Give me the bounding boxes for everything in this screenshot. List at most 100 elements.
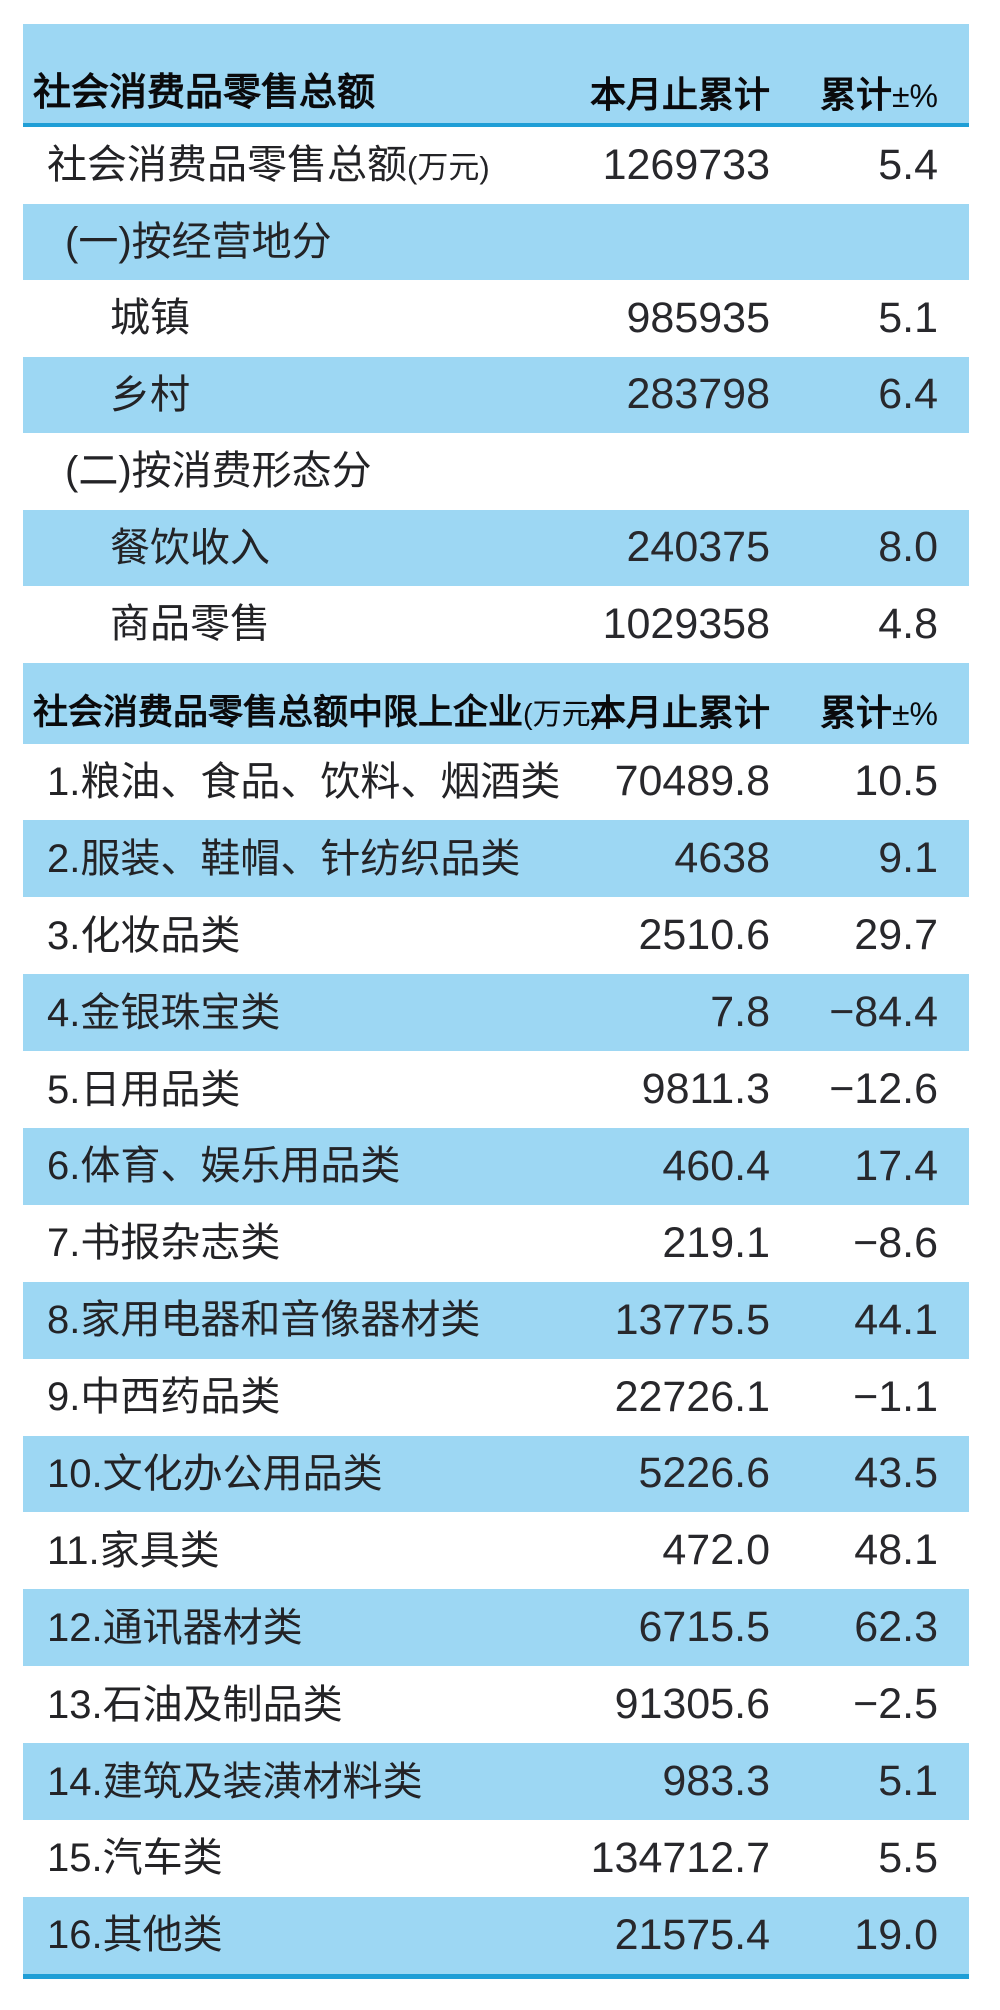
- row-label: 8.家用电器和音像器材类: [23, 1299, 550, 1341]
- row-pct-value: 4.8: [878, 599, 938, 648]
- row-pct-value: 5.1: [878, 1757, 938, 1806]
- row-pct-value: 29.7: [854, 911, 938, 960]
- row-label: 乡村: [23, 374, 550, 416]
- table-row: (二)按消费形态分: [23, 433, 969, 510]
- row-label-text: 12.通讯器材类: [47, 1605, 303, 1650]
- table2-header-row: 社会消费品零售总额中限上企业(万元) 本月止累计 累计±%: [23, 662, 969, 744]
- row-cumulative-value: 9811.3: [641, 1065, 770, 1113]
- row-cumulative-value: 240375: [626, 523, 771, 572]
- row-cumulative-value: 134712.7: [590, 1833, 770, 1882]
- row-pct-value: 48.1: [854, 1526, 938, 1575]
- table-row: 15.汽车类 134712.7 5.5: [23, 1819, 969, 1897]
- row-label-text: 13.石油及制品类: [47, 1682, 343, 1727]
- row-cumulative-value: 219.1: [662, 1218, 770, 1267]
- row-label: 3.化妆品类: [23, 915, 550, 957]
- table2-header-pct: 累计±%: [770, 691, 938, 733]
- row-label: 11.家具类: [23, 1530, 550, 1572]
- row-cumulative-value: 22726.1: [614, 1372, 770, 1421]
- row-label-text: 乡村: [110, 372, 190, 417]
- table1-body: 社会消费品零售总额(万元) 1269733 5.4 (一)按经营地分 城镇 985935 5…: [23, 127, 969, 663]
- row-cumulative-value: 13775.5: [614, 1295, 770, 1344]
- table1-header-pct-sign: ±%: [891, 78, 938, 115]
- row-label-text: 15.汽车类: [47, 1836, 223, 1881]
- row-cumulative-value: 5226.6: [638, 1449, 770, 1498]
- table2-header-title-text: 社会消费品零售总额中限上企业: [33, 692, 524, 732]
- table1-header-row: 社会消费品零售总额 本月止累计 累计±%: [23, 24, 969, 123]
- table-row: 3.化妆品类 2510.6 29.7: [23, 897, 969, 975]
- table-row: (一)按经营地分: [23, 203, 969, 280]
- row-label-text: 城镇: [110, 296, 190, 341]
- retail-sales-table: 社会消费品零售总额 本月止累计 累计±% 社会消费品零售总额(万元) 126973…: [23, 24, 969, 1979]
- row-label-text: 餐饮收入: [110, 525, 270, 570]
- row-label: 15.汽车类: [23, 1837, 550, 1879]
- table-row: 11.家具类 472.0 48.1: [23, 1512, 969, 1590]
- table-row: 10.文化办公用品类 5226.6 43.5: [23, 1435, 969, 1513]
- table1-header-pct: 累计±%: [770, 76, 938, 114]
- row-pct-value: −2.5: [853, 1680, 938, 1729]
- table2-header-title-unit: (万元): [523, 698, 601, 731]
- row-label: 7.书报杂志类: [23, 1222, 550, 1264]
- table-row: 8.家用电器和音像器材类 13775.5 44.1: [23, 1281, 969, 1359]
- table-row: 5.日用品类 9811.3 −12.6: [23, 1051, 969, 1128]
- row-label-text: 1.粮油、食品、饮料、烟酒类: [47, 759, 561, 804]
- row-label-unit: (万元): [407, 150, 490, 186]
- row-label-text: (一)按经营地分: [65, 219, 332, 264]
- row-pct-value: 10.5: [854, 757, 938, 806]
- row-label-text: 9.中西药品类: [47, 1375, 281, 1420]
- row-label: 9.中西药品类: [23, 1376, 550, 1418]
- row-label-text: 8.家用电器和音像器材类: [47, 1298, 481, 1343]
- row-pct-value: −84.4: [829, 988, 938, 1037]
- row-cumulative-value: 983.3: [662, 1757, 770, 1806]
- row-pct-value: 8.0: [878, 523, 938, 572]
- table-row: 13.石油及制品类 91305.6 −2.5: [23, 1666, 969, 1744]
- table2-header-pct-text: 累计: [819, 691, 892, 733]
- header-underline-rule: [23, 123, 969, 127]
- row-label-text: (二)按消费形态分: [65, 449, 372, 494]
- row-label-text: 16.其他类: [47, 1913, 223, 1958]
- row-cumulative-value: 21575.4: [614, 1910, 770, 1959]
- row-cumulative-value: 1269733: [602, 140, 770, 189]
- row-pct-value: 43.5: [854, 1449, 938, 1498]
- row-label: 12.通讯器材类: [23, 1607, 550, 1649]
- table-row: 社会消费品零售总额(万元) 1269733 5.4: [23, 127, 969, 204]
- row-pct-value: 5.1: [878, 293, 938, 342]
- row-label: 6.体育、娱乐用品类: [23, 1145, 550, 1187]
- row-pct-value: 6.4: [878, 370, 938, 419]
- table-row: 4.金银珠宝类 7.8 −84.4: [23, 974, 969, 1052]
- row-label: 14.建筑及装潢材料类: [23, 1761, 550, 1803]
- row-pct-value: 5.5: [878, 1833, 938, 1882]
- row-cumulative-value: 91305.6: [614, 1680, 770, 1729]
- row-label-text: 5.日用品类: [47, 1067, 241, 1112]
- table2-body: 1.粮油、食品、饮料、烟酒类 70489.8 10.5 2.服装、鞋帽、针纺织品类 46…: [23, 743, 969, 1974]
- row-pct-value: 9.1: [878, 834, 938, 883]
- table-row: 12.通讯器材类 6715.5 62.3: [23, 1589, 969, 1667]
- row-label: 13.石油及制品类: [23, 1684, 550, 1726]
- row-pct-value: 62.3: [854, 1603, 938, 1652]
- row-label-text: 3.化妆品类: [47, 913, 241, 958]
- table1-header-title: 社会消费品零售总额: [33, 72, 376, 115]
- row-cumulative-value: 2510.6: [638, 911, 770, 960]
- row-label: 2.服装、鞋帽、针纺织品类: [23, 838, 550, 880]
- table2-header-cumulative: 本月止累计: [589, 691, 770, 733]
- table-row: 6.体育、娱乐用品类 460.4 17.4: [23, 1127, 969, 1205]
- table2-header-pct-sign: ±%: [891, 695, 938, 732]
- row-pct-value: 5.4: [878, 140, 938, 189]
- row-pct-value: −8.6: [853, 1218, 938, 1267]
- table-row: 乡村 283798 6.4: [23, 356, 969, 433]
- row-label-text: 10.文化办公用品类: [47, 1451, 383, 1496]
- row-label: (二)按消费形态分: [23, 450, 550, 492]
- table-row: 1.粮油、食品、饮料、烟酒类 70489.8 10.5: [23, 743, 969, 821]
- row-pct-value: 44.1: [854, 1295, 938, 1344]
- row-label-text: 社会消费品零售总额: [47, 143, 407, 188]
- row-label: 餐饮收入: [23, 527, 550, 569]
- row-label-text: 11.家具类: [47, 1528, 220, 1573]
- row-label-text: 7.书报杂志类: [47, 1221, 281, 1266]
- row-cumulative-value: 4638: [674, 834, 770, 883]
- row-pct-value: 19.0: [854, 1910, 938, 1959]
- row-label-text: 14.建筑及装潢材料类: [47, 1759, 423, 1804]
- row-pct-value: 17.4: [854, 1141, 938, 1190]
- row-label-text: 6.体育、娱乐用品类: [47, 1144, 401, 1189]
- table-row: 商品零售 1029358 4.8: [23, 586, 969, 663]
- row-cumulative-value: 460.4: [662, 1141, 770, 1190]
